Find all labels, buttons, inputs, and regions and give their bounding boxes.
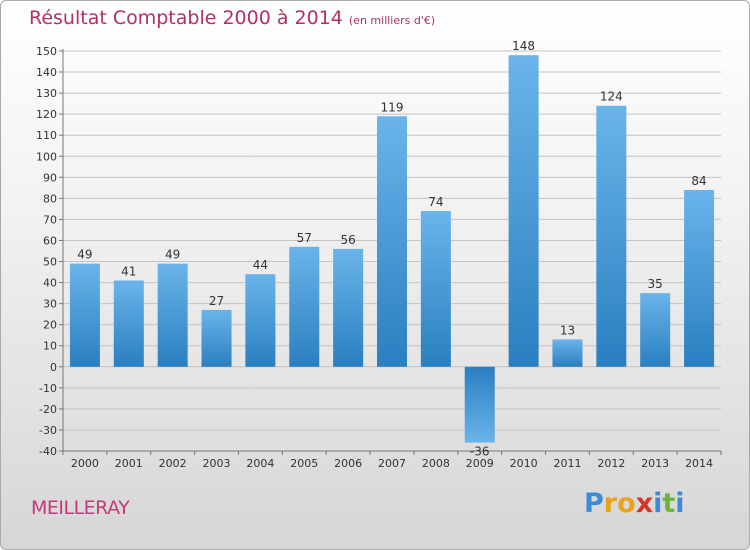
bar-2012 xyxy=(596,105,627,367)
x-tick-label-2007: 2007 xyxy=(378,457,406,470)
chart-subtitle: (en milliers d'€) xyxy=(348,14,436,27)
data-label-2006: 56 xyxy=(340,233,355,247)
bar-2000 xyxy=(69,263,100,367)
bar-2003 xyxy=(201,309,232,367)
data-label-2013: 35 xyxy=(648,277,663,291)
y-tick-label: -20 xyxy=(39,403,57,416)
x-tick-label-2012: 2012 xyxy=(597,457,625,470)
bar-2002 xyxy=(157,263,188,367)
logo-letter: r xyxy=(603,488,618,519)
bar-2006 xyxy=(333,248,364,367)
bar-2009 xyxy=(464,366,495,443)
y-tick-label: 70 xyxy=(43,213,57,226)
y-axis-ticks: -40 -30 -20 -10 0 10 20 30 40 50 60 70 80 90 100 110 120… xyxy=(36,45,63,458)
bar-2013 xyxy=(640,293,671,367)
x-tick-label-2006: 2006 xyxy=(334,457,362,470)
bar-2001 xyxy=(113,280,144,367)
bar-2005 xyxy=(289,246,320,367)
y-tick-label: 30 xyxy=(43,298,57,311)
x-axis-ticks: 2000 2001 2002 2003 2004 2005 2006 2007 2008 2009… xyxy=(62,451,722,470)
y-tick-label: 0 xyxy=(50,361,57,374)
x-tick-label-2009: 2009 xyxy=(466,457,494,470)
y-tick-label: 140 xyxy=(36,66,57,79)
data-label-2010: 148 xyxy=(512,39,535,53)
logo-letter: P xyxy=(584,488,604,519)
y-tick-label: 150 xyxy=(36,45,57,58)
data-label-2009: -36 xyxy=(470,445,490,459)
y-tick-label: -10 xyxy=(39,382,57,395)
y-tick-label: 40 xyxy=(43,277,57,290)
proxiti-logo: Proxiti xyxy=(584,488,685,519)
chart-title-text: Résultat Comptable 2000 à 2014 xyxy=(29,7,343,29)
y-tick-label: 60 xyxy=(43,234,57,247)
y-tick-label: 100 xyxy=(36,150,57,163)
y-tick-label: 80 xyxy=(43,192,57,205)
y-tick-label: 130 xyxy=(36,87,57,100)
chart-title: Résultat Comptable 2000 à 2014 (en millie… xyxy=(29,7,435,29)
y-tick-label: -30 xyxy=(39,424,57,437)
y-tick-label: 120 xyxy=(36,108,57,121)
y-tick-label: 20 xyxy=(43,319,57,332)
y-tick-label: 50 xyxy=(43,256,57,269)
data-label-2001: 41 xyxy=(121,264,136,278)
data-label-2003: 27 xyxy=(209,294,224,308)
data-label-2012: 124 xyxy=(600,90,623,104)
data-label-2005: 57 xyxy=(297,231,312,245)
data-label-2011: 13 xyxy=(560,323,575,337)
logo-letter: i xyxy=(675,488,685,519)
bar-2008 xyxy=(420,211,451,367)
x-tick-label-2011: 2011 xyxy=(553,457,581,470)
logo-letter: x xyxy=(635,488,654,519)
y-tick-label: -40 xyxy=(39,445,57,458)
x-tick-label-2005: 2005 xyxy=(290,457,318,470)
bar-2007 xyxy=(377,116,407,367)
x-tick-label-2001: 2001 xyxy=(115,457,143,470)
bar-2011 xyxy=(552,339,583,367)
bar-2004 xyxy=(245,274,276,367)
y-tick-label: 90 xyxy=(43,171,57,184)
data-labels: 49 41 49 27 44 57 56 119 74 -36 148 13 124 35 84 xyxy=(77,39,706,458)
x-tick-label-2003: 2003 xyxy=(203,457,231,470)
x-tick-label-2014: 2014 xyxy=(685,457,713,470)
data-label-2002: 49 xyxy=(165,248,180,262)
town-name: MEILLERAY xyxy=(31,497,130,519)
data-label-2007: 119 xyxy=(381,100,404,114)
data-label-2004: 44 xyxy=(253,258,268,272)
x-tick-label-2000: 2000 xyxy=(71,457,99,470)
x-tick-label-2002: 2002 xyxy=(159,457,187,470)
data-label-2008: 74 xyxy=(428,195,443,209)
x-tick-label-2013: 2013 xyxy=(641,457,669,470)
x-tick-label-2010: 2010 xyxy=(510,457,538,470)
x-tick-label-2004: 2004 xyxy=(246,457,274,470)
axes xyxy=(62,49,721,452)
logo-letter: i xyxy=(653,488,663,519)
bar-2010 xyxy=(508,55,539,367)
bar-2014 xyxy=(684,189,715,367)
data-label-2014: 84 xyxy=(691,174,706,188)
bars xyxy=(69,55,715,443)
data-label-2000: 49 xyxy=(77,248,92,262)
logo-letter: t xyxy=(662,488,676,519)
y-tick-label: 10 xyxy=(43,340,57,353)
x-tick-label-2008: 2008 xyxy=(422,457,450,470)
logo-letter: o xyxy=(617,488,636,519)
y-tick-label: 110 xyxy=(36,129,57,142)
